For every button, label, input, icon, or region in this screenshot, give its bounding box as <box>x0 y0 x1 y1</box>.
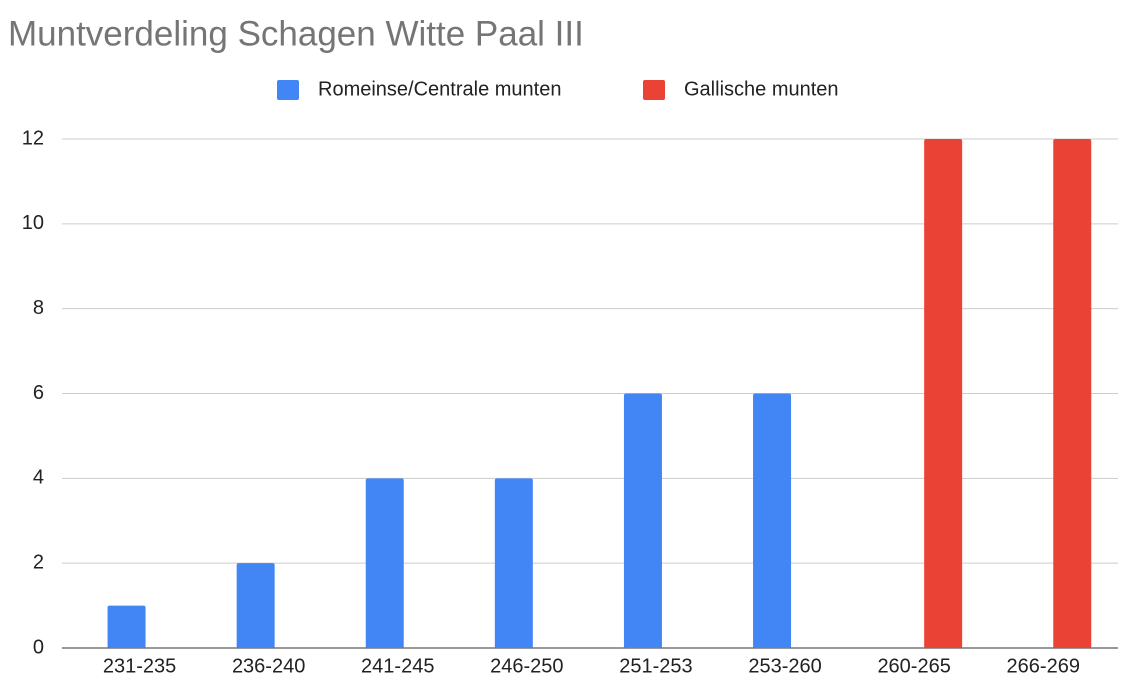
legend-swatch <box>643 80 665 100</box>
x-tick-label: 260-265 <box>877 655 950 677</box>
bar <box>236 563 275 648</box>
y-tick-label: 2 <box>33 551 44 573</box>
y-tick-label: 8 <box>33 297 44 319</box>
bar <box>1053 139 1092 648</box>
bar <box>753 393 792 648</box>
x-tick-label: 241-245 <box>361 655 434 677</box>
bar <box>494 478 533 648</box>
y-tick-label: 10 <box>22 212 44 234</box>
y-tick-label: 4 <box>33 467 44 489</box>
x-tick-label: 236-240 <box>232 655 305 677</box>
y-tick-label: 12 <box>22 127 44 149</box>
chart-title: Muntverdeling Schagen Witte Paal III <box>8 14 584 53</box>
bar <box>107 605 146 648</box>
x-tick-label: 251-253 <box>619 655 692 677</box>
legend-label: Gallische munten <box>684 78 839 100</box>
legend-swatch <box>277 80 299 100</box>
bar <box>924 139 963 648</box>
bar <box>623 393 662 648</box>
x-tick-label: 231-235 <box>103 655 176 677</box>
y-tick-label: 0 <box>33 636 44 658</box>
x-tick-label: 253-260 <box>748 655 821 677</box>
legend-label: Romeinse/Centrale munten <box>318 78 561 100</box>
x-tick-label: 266-269 <box>1007 655 1080 677</box>
bar <box>365 478 404 648</box>
y-tick-label: 6 <box>33 382 44 404</box>
x-tick-label: 246-250 <box>490 655 563 677</box>
